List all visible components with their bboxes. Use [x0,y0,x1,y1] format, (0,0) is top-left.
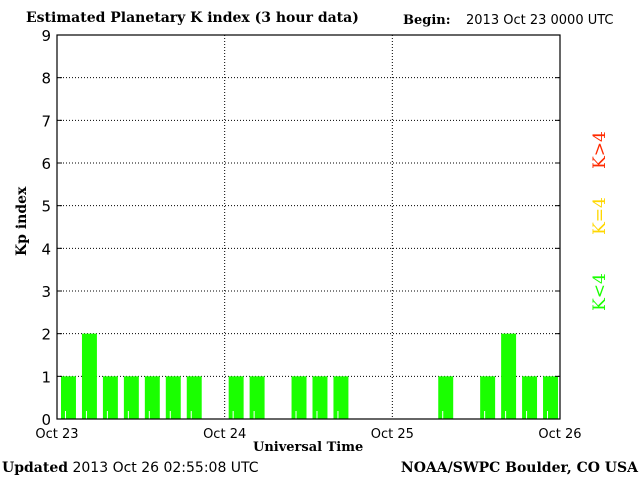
bar [144,376,160,419]
bar [333,376,349,419]
plot-frame [56,34,561,420]
bar [228,376,244,419]
bar [543,376,558,419]
bar [438,376,454,419]
y-tick-label: 8 [41,70,51,88]
bar [165,376,181,419]
updated-value: 2013 Oct 26 02:55:08 UTC [72,460,259,476]
y-tick-label: 4 [41,240,51,258]
y-tick-label: 2 [41,326,51,344]
bar [123,376,139,419]
updated-label: Updated [2,460,69,476]
y-tick-label: 7 [41,112,51,130]
x-tick-label: Oct 26 [538,427,581,442]
begin-value: 2013 Oct 23 0000 UTC [466,13,614,28]
y-axis-label: Kp index [14,186,30,256]
y-tick-label: 0 [41,411,51,429]
bar [186,376,202,419]
y-tick-label: 3 [41,283,51,301]
begin-label: Begin: [403,13,451,28]
updated-timestamp: Updated 2013 Oct 26 02:55:08 UTC [2,460,259,476]
bar [312,376,328,419]
y-tick-label: 9 [41,27,51,45]
source-credit: NOAA/SWPC Boulder, CO USA [400,460,638,476]
y-tick-label: 5 [41,198,51,216]
bar [522,376,538,419]
bar [501,333,517,419]
bar [291,376,307,419]
bar [102,376,118,419]
bar [61,376,76,419]
chart-title: Estimated Planetary K index (3 hour data… [26,10,359,26]
x-axis-label: Universal Time [253,440,364,455]
bar [249,376,265,419]
x-tick-label: Oct 25 [371,427,414,442]
y-tick-label: 1 [41,368,51,386]
legend-k-less-4: K<4 [590,273,610,311]
x-tick-label: Oct 24 [203,427,246,442]
bar [480,376,496,419]
x-tick-label: Oct 23 [35,427,78,442]
bar [81,333,97,419]
y-tick-label: 6 [41,155,51,173]
legend-k-equal-4: K=4 [590,197,610,235]
legend-k-greater-4: K>4 [590,131,610,169]
